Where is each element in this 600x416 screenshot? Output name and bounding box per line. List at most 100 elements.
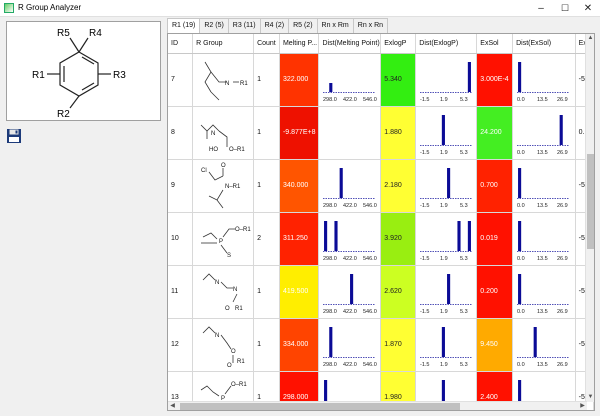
histogram-tick-label: 26.9 (557, 256, 568, 262)
histogram-tick-label: 298.0 (323, 309, 337, 315)
minimize-button[interactable]: – (538, 3, 544, 14)
table-row[interactable]: 8 N HO O–R1 1 -9.877E+8 1.880 -1.5 1.9 5.3 24.200 0… (168, 106, 594, 160)
row-count: 1 (253, 318, 280, 372)
exsol-value: 24.200 (476, 106, 514, 160)
vertical-scrollbar[interactable]: ▲ ▼ (585, 34, 594, 402)
histogram-tick-label: 13.5 (537, 150, 548, 156)
svg-text:O–R1: O–R1 (231, 382, 247, 388)
histogram-tick-label: 1.9 (440, 309, 448, 315)
title-bar: R Group Analyzer – ☐ ✕ (0, 0, 600, 17)
r-group-structure-drawing: Cl O N–R1 (201, 163, 241, 208)
histogram-bar (518, 379, 522, 410)
exsol-distribution: 0.0 13.5 26.9 (512, 159, 576, 213)
histogram-tick-label: 13.5 (537, 97, 548, 103)
histogram-tick-label: 5.3 (460, 256, 468, 262)
histogram-tick-label: 5.3 (460, 203, 468, 209)
table-row[interactable]: 11 N N O R1 1 419.500 298.0 422.0 546.0 2.620 -1.5 1… (168, 265, 594, 319)
histogram-tick-label: 5.3 (460, 97, 468, 103)
melting-point-value: 334.000 (279, 318, 320, 372)
scaffold-label-r3: R3 (113, 70, 126, 81)
horizontal-scrollbar[interactable]: ◀ ▶ (168, 401, 587, 410)
row-id: 9 (168, 159, 194, 213)
scroll-up-icon[interactable]: ▲ (587, 35, 594, 41)
scroll-right-icon[interactable]: ▶ (580, 403, 585, 409)
histogram-tick-label: 546.0 (363, 97, 377, 103)
melting-point-distribution (318, 106, 382, 160)
histogram-tick-label: 5.3 (460, 150, 468, 156)
r-group-structure: N HO O–R1 (192, 106, 255, 160)
save-button[interactable] (6, 128, 22, 144)
tab-5[interactable]: Rn x Rm (316, 18, 354, 33)
exsol-distribution: 0.0 13.5 26.9 (512, 318, 576, 372)
vertical-scroll-thumb[interactable] (587, 154, 594, 249)
table-row[interactable]: 9 Cl O N–R1 1 340.000 298.0 422.0 546.0 2.180 -1.5… (168, 159, 594, 213)
column-header-0[interactable]: ID (168, 34, 194, 54)
exlogp-value: 2.620 (380, 265, 417, 319)
histogram-bar (334, 220, 339, 251)
histogram-tick-label: 26.9 (557, 309, 568, 315)
histogram-bar (518, 273, 522, 304)
r-group-structure-drawing: P O–R1 S (201, 227, 251, 259)
column-header-8[interactable]: Dist(ExSol) (512, 34, 576, 54)
tab-6[interactable]: Rn x Rn (352, 18, 389, 33)
tab-2[interactable]: R3 (11) (227, 18, 261, 33)
tab-4[interactable]: R5 (2) (288, 18, 318, 33)
exlogp-value: 5.340 (380, 53, 417, 107)
svg-text:N: N (225, 81, 229, 87)
svg-text:P: P (219, 239, 223, 245)
tab-1[interactable]: R2 (5) (199, 18, 229, 33)
column-header-1[interactable]: R Group (192, 34, 255, 54)
scaffold-label-r4: R4 (89, 28, 102, 39)
column-header-6[interactable]: Dist(ExlogP) (415, 34, 478, 54)
histogram-tick-label: 0.0 (517, 150, 525, 156)
histogram-bar (442, 326, 446, 357)
tab-0[interactable]: R1 (19) (167, 18, 201, 34)
close-button[interactable]: ✕ (583, 3, 593, 14)
column-header-3[interactable]: Melting P... (279, 34, 320, 54)
histogram-tick-label: 546.0 (363, 309, 377, 315)
exsol-distribution-chart: 0.013.526.9 (517, 379, 570, 410)
histogram-tick-label: 26.9 (557, 97, 568, 103)
histogram-bar (442, 379, 446, 410)
histogram-tick-label: 546.0 (363, 256, 377, 262)
svg-text:N–R1: N–R1 (225, 184, 241, 190)
r-group-structure: P O–R1 S (192, 212, 255, 266)
column-header-4[interactable]: Dist(Melting Point) (318, 34, 382, 54)
melting-point-value: 419.500 (279, 265, 320, 319)
maximize-button[interactable]: ☐ (560, 3, 570, 13)
tab-3[interactable]: R4 (2) (259, 18, 290, 33)
horizontal-scroll-thumb[interactable] (180, 403, 460, 410)
table-row[interactable]: 10 P O–R1 S 2 311.250 298.0 422.0 546.0 3.920 -1.5… (168, 212, 594, 266)
histogram-tick-label: -1.5 (420, 256, 429, 262)
row-id: 12 (168, 318, 194, 372)
histogram-bar (324, 220, 328, 251)
histogram-tick-label: 13.5 (537, 309, 548, 315)
exlogp-value: 3.920 (380, 212, 417, 266)
column-header-2[interactable]: Count (253, 34, 280, 54)
scroll-left-icon[interactable]: ◀ (170, 403, 175, 409)
scroll-down-icon[interactable]: ▼ (587, 394, 594, 400)
row-id: 10 (168, 212, 194, 266)
histogram-tick-label: 5.3 (460, 309, 468, 315)
melting-point-value: 340.000 (279, 159, 320, 213)
histogram-bar (340, 167, 344, 198)
histogram-tick-label: 26.9 (557, 362, 568, 368)
melting-point-distribution: 298.0 422.0 546.0 (318, 159, 382, 213)
melting-point-distribution: 298.0 422.0 546.0 (318, 265, 382, 319)
histogram-tick-label: -1.5 (420, 362, 429, 368)
column-header-7[interactable]: ExSol (476, 34, 514, 54)
table-row[interactable]: 12 N O O R1 1 334.000 298.0 422.0 546.0 1.870 -1.5 1… (168, 318, 594, 372)
exlogp-distribution-chart: -1.5 1.9 5.3 (420, 220, 473, 262)
histogram-tick-label: 26.9 (557, 203, 568, 209)
row-count: 1 (253, 159, 280, 213)
r-group-structure-drawing: N HO O–R1 (200, 123, 245, 153)
melting-point-distribution: 298.0 422.0 546.0 (318, 212, 382, 266)
histogram-tick-label: 422.0 (343, 203, 357, 209)
histogram-bar (447, 167, 451, 198)
histogram-tick-label: -1.5 (420, 97, 429, 103)
r-group-structure: N O O R1 (192, 318, 255, 372)
table-row[interactable]: 7 N R1 1 322.000 298.0 422.0 546.0 5.340 -1.5 1.9 5… (168, 53, 594, 107)
column-header-5[interactable]: ExlogP (380, 34, 417, 54)
svg-text:S: S (227, 253, 231, 259)
